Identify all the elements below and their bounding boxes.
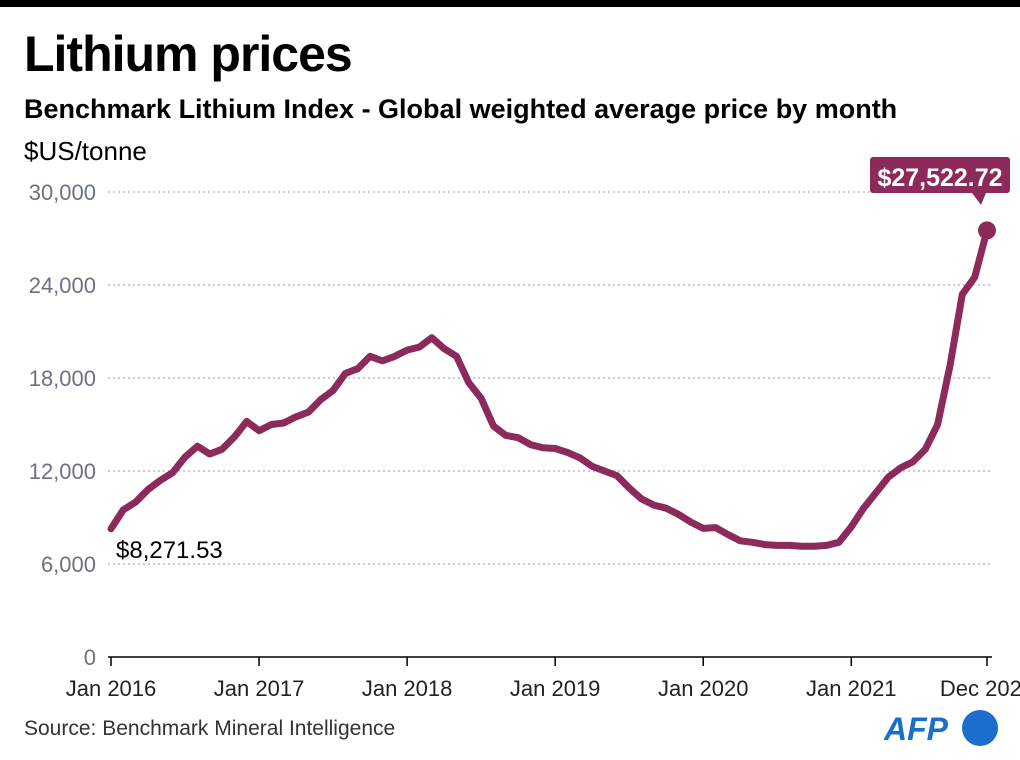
afp-logo-text: AFP [884,711,949,747]
x-tick-label: Jan 2016 [66,676,157,701]
y-tick-label: 0 [84,645,96,670]
y-tick-label: 12,000 [29,459,96,484]
x-tick-label: Jan 2019 [510,676,601,701]
top-rule [0,0,1020,7]
y-tick-label: 6,000 [41,552,96,577]
source-note: Source: Benchmark Mineral Intelligence [24,717,396,740]
x-tick-label: Jan 2017 [214,676,305,701]
price-line [107,226,991,550]
end-value-label: $27,522.72 [877,164,1002,192]
afp-logo: AFP [884,710,998,747]
x-tick-label: Jan 2021 [806,676,897,701]
x-tick-label: Jan 2018 [362,676,453,701]
start-value-label: $8,271.53 [116,537,223,564]
x-tick-label: Dec 2021 [940,676,1020,701]
y-tick-label: 30,000 [29,180,96,205]
chart-title: Lithium prices [24,26,353,82]
callout-pointer [972,193,986,205]
end-point-marker [978,221,996,240]
unit-label: $US/tonne [24,136,147,166]
y-tick-label: 18,000 [29,366,96,391]
chart-subtitle: Benchmark Lithium Index - Global weighte… [24,94,898,124]
end-value-callout [870,157,1010,193]
y-tick-label: 24,000 [29,273,96,298]
x-tick-label: Jan 2020 [658,676,749,701]
